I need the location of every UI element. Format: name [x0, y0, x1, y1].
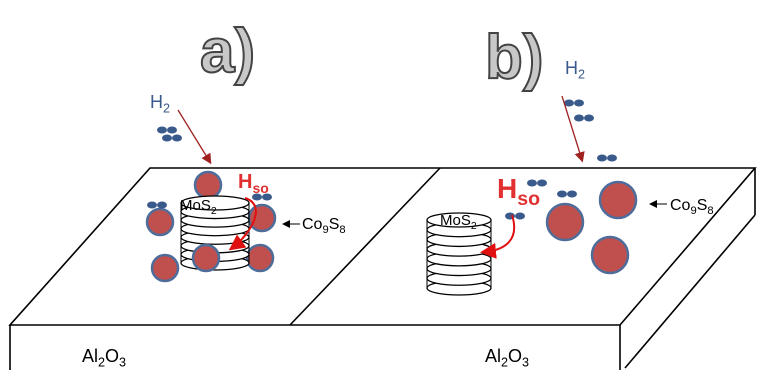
co9s8-particle [592, 237, 628, 273]
h-atom [567, 191, 577, 198]
h-atom [527, 180, 537, 187]
h-atom [607, 155, 617, 162]
mos2-label-part: 2 [211, 205, 217, 217]
h2-arrow [178, 110, 210, 162]
h-atom [157, 202, 167, 209]
co9s8-particle [152, 255, 178, 281]
h-atom [584, 115, 594, 122]
h-atom [597, 155, 607, 162]
co9s8-label-part: Co [302, 216, 323, 233]
panel-label: b) [485, 23, 544, 92]
co9s8-particle [247, 245, 273, 271]
h-atom [537, 180, 547, 187]
h-atom [167, 127, 177, 134]
h-atom [574, 100, 584, 107]
h-atom [557, 191, 567, 198]
panel-label: a) [200, 17, 255, 86]
mos2-label-part: MoS [180, 197, 211, 214]
h-atom [515, 213, 525, 220]
co9s8-label-part: Co [670, 197, 691, 214]
h-atom [172, 135, 182, 142]
h-atom [147, 202, 157, 209]
h2-label-part: H [565, 58, 578, 78]
hso-label-part: so [252, 180, 268, 196]
al2o3-label-part: O [105, 346, 119, 366]
co9s8-particle [195, 172, 221, 198]
h-atom [157, 127, 167, 134]
co9s8-label-part: S [697, 197, 708, 214]
al2o3-label: Al2O3 [485, 346, 529, 370]
co9s8-particle [600, 182, 636, 218]
hso-label-part: so [517, 188, 540, 210]
co9s8-label-part: S [329, 216, 340, 233]
al2o3-label-part: 3 [119, 356, 126, 370]
al2o3-label-part: O [508, 346, 522, 366]
co9s8-label-part: 8 [339, 224, 345, 236]
co9s8-label-part: 8 [707, 205, 713, 217]
co9s8-particle [249, 205, 275, 231]
h2-label: H2 [150, 92, 170, 116]
co9s8-particle [193, 245, 219, 271]
al2o3-label-part: 2 [501, 356, 508, 370]
h2-label-part: H [150, 92, 163, 112]
diagram: a)H2MoS2HsoCo9S8Al2O3 b)H2MoS2HsoCo9S8Al… [0, 0, 762, 370]
support-slab [10, 168, 755, 370]
al2o3-label-part: 2 [98, 356, 105, 370]
al2o3-label-part: 3 [522, 356, 529, 370]
h-atom [574, 115, 584, 122]
mos2-label-part: 2 [471, 220, 477, 232]
co9s8-particle [147, 209, 173, 235]
h2-label-part: 2 [163, 102, 170, 116]
h2-label: H2 [565, 58, 585, 82]
al2o3-label: Al2O3 [82, 346, 126, 370]
al2o3-label-part: Al [82, 346, 98, 366]
h-atom [162, 135, 172, 142]
hso-label-part: H [497, 173, 517, 204]
al2o3-label-part: Al [485, 346, 501, 366]
h2-label-part: 2 [578, 68, 585, 82]
mos2-label-part: MoS [440, 212, 471, 229]
hso-label-part: H [238, 171, 252, 193]
co9s8-particle [547, 204, 583, 240]
